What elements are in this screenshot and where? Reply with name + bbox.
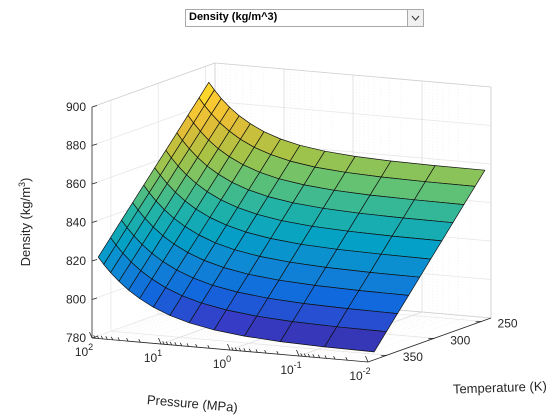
temperature-tick-label: 250 (498, 316, 518, 330)
pressure-tick-exponent: 2 (88, 342, 93, 352)
pressure-tick (89, 331, 93, 339)
grid-line (302, 311, 426, 357)
pressure-tick-exponent: -1 (294, 360, 302, 370)
z-tick-label: 780 (66, 331, 86, 345)
pressure-minor-tick (317, 354, 321, 358)
pressure-minor-tick (138, 339, 141, 343)
pressure-tick (158, 337, 162, 345)
pressure-tick-label: 102 (75, 342, 93, 359)
pressure-tick (227, 343, 231, 351)
pressure-minor-tick (248, 348, 252, 352)
pressure-minor-tick (276, 351, 279, 355)
z-tick-label: 860 (66, 177, 86, 191)
pressure-tick-label: 101 (144, 348, 162, 365)
grid-line (305, 312, 429, 357)
z-tick-label: 880 (66, 139, 86, 153)
box-edge (214, 62, 492, 88)
pressure-minor-tick (174, 342, 177, 346)
surface (97, 81, 486, 353)
z-tick-label: 820 (66, 254, 86, 268)
z-tick-label: 840 (66, 216, 86, 230)
temperature-axis-line (367, 317, 492, 363)
z-tick-label: 900 (66, 100, 86, 114)
pressure-minor-tick (162, 341, 165, 345)
grid-line (326, 314, 450, 359)
pressure-minor-tick (264, 349, 267, 354)
z-tick (91, 259, 98, 262)
grid-line (319, 313, 443, 359)
pressure-minor-tick (169, 341, 173, 346)
grid-line (309, 312, 433, 358)
grid-line (347, 315, 471, 361)
pressure-minor-tick (238, 347, 242, 352)
pressure-minor-tick (100, 335, 104, 340)
pressure-minor-tick (324, 355, 327, 359)
axes-lines (89, 105, 492, 363)
pressure-tick-exponent: 0 (226, 354, 231, 364)
z-tick (91, 182, 98, 185)
pressure-minor-tick (165, 341, 169, 345)
pressure-minor-tick (179, 342, 183, 346)
pressure-tick-label: 10-1 (280, 360, 301, 377)
pressure-tick-exponent: 1 (157, 348, 162, 358)
z-axis-label: Density (kg/m3) (17, 178, 33, 267)
chevron-down-icon (411, 15, 420, 21)
pressure-minor-tick (186, 343, 189, 347)
pressure-minor-tick (96, 335, 100, 339)
z-axis-label-text: Density (kg/m (18, 187, 33, 266)
surface-patch (324, 326, 387, 353)
pressure-minor-tick (312, 354, 315, 358)
pressure-minor-tick (300, 353, 303, 357)
pressure-minor-tick (105, 336, 108, 340)
z-tick (91, 297, 98, 300)
z-tick (91, 143, 98, 146)
z-tick-label: 800 (66, 293, 86, 307)
temperature-tick (380, 354, 387, 357)
pressure-axis-label: Pressure (MPa) (146, 392, 238, 415)
z-tick (91, 220, 98, 223)
pressure-minor-tick (307, 353, 311, 358)
pressure-minor-tick (234, 347, 238, 351)
pressure-tick-label: 10-2 (349, 366, 370, 383)
box-edge (91, 62, 216, 108)
z-axis-label-sup: 3 (17, 182, 27, 187)
pressure-minor-tick (345, 357, 348, 361)
temperature-tick (475, 320, 482, 323)
pressure-minor-tick (255, 349, 258, 353)
pressure-minor-tick (231, 347, 234, 351)
temperature-axis-label: Temperature (K) (453, 378, 547, 396)
pressure-minor-tick (303, 353, 307, 357)
pressure-minor-tick (117, 337, 120, 341)
temperature-tick-label: 300 (450, 333, 470, 347)
pressure-minor-tick (333, 355, 336, 360)
pressure-tick (365, 355, 369, 363)
pressure-minor-tick (195, 343, 198, 348)
pressure-minor-tick (126, 337, 129, 342)
grid-line (314, 312, 438, 358)
dropdown-selected-value: Density (kg/m^3) (189, 11, 278, 23)
z-axis-label-close: ) (18, 178, 33, 182)
temperature-tick-label: 350 (403, 350, 423, 364)
pressure-minor-tick (93, 335, 96, 339)
pressure-minor-tick (110, 336, 114, 340)
temperature-tick (428, 337, 435, 340)
pressure-minor-tick (207, 345, 210, 349)
pressure-tick-exponent: -2 (363, 366, 371, 376)
pressure-tick (296, 349, 300, 357)
pressure-tick-label: 100 (213, 354, 231, 371)
pressure-minor-tick (243, 348, 246, 352)
grid-line (334, 314, 459, 360)
dropdown-button[interactable] (407, 10, 423, 26)
quantity-dropdown[interactable]: Density (kg/m^3) (185, 9, 424, 27)
z-tick (91, 105, 98, 108)
